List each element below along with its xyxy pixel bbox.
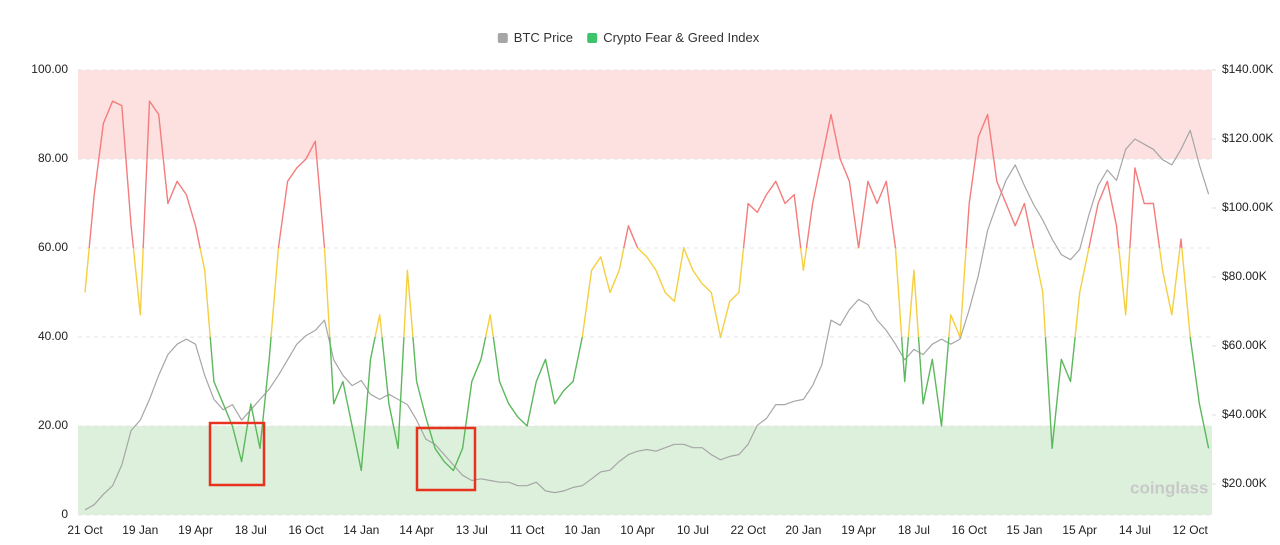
y-tick-label: 0 bbox=[61, 507, 68, 521]
x-tick-label: 18 Jul bbox=[235, 523, 267, 537]
y2-tick-label: $60.00K bbox=[1222, 338, 1267, 352]
y-tick-label: 60.00 bbox=[38, 240, 68, 254]
x-tick-label: 20 Jan bbox=[785, 523, 821, 537]
x-tick-label: 19 Jan bbox=[122, 523, 158, 537]
zone bbox=[78, 70, 1212, 159]
watermark: coinglass bbox=[1130, 478, 1208, 497]
x-tick-label: 22 Oct bbox=[730, 523, 766, 537]
price-line bbox=[84, 129, 1210, 511]
x-tick-label: 15 Jan bbox=[1006, 523, 1042, 537]
x-tick-label: 15 Apr bbox=[1062, 523, 1097, 537]
y2-tick-label: $40.00K bbox=[1222, 407, 1267, 421]
y2-tick-label: $80.00K bbox=[1222, 269, 1267, 283]
x-tick-label: 18 Jul bbox=[898, 523, 930, 537]
zone bbox=[78, 426, 1212, 515]
y2-tick-label: $140.00K bbox=[1222, 62, 1273, 76]
index-line bbox=[88, 100, 1183, 248]
index-line bbox=[84, 248, 1191, 337]
y-tick-label: 20.00 bbox=[38, 418, 68, 432]
x-tick-label: 14 Jan bbox=[343, 523, 379, 537]
y-tick-label: 80.00 bbox=[38, 151, 68, 165]
x-tick-label: 19 Apr bbox=[841, 523, 876, 537]
highlight-box bbox=[208, 421, 266, 487]
legend-label: Crypto Fear & Greed Index bbox=[603, 30, 760, 45]
y2-tick-label: $20.00K bbox=[1222, 476, 1267, 490]
y2-tick-label: $100.00K bbox=[1222, 200, 1273, 214]
legend-label: BTC Price bbox=[514, 30, 573, 45]
x-tick-label: 12 Oct bbox=[1173, 523, 1209, 537]
y-tick-label: 40.00 bbox=[38, 329, 68, 343]
x-tick-label: 21 Oct bbox=[67, 523, 103, 537]
highlight-box bbox=[415, 426, 477, 492]
legend-swatch bbox=[587, 33, 598, 43]
x-tick-label: 14 Apr bbox=[399, 523, 434, 537]
x-tick-label: 14 Jul bbox=[1119, 523, 1151, 537]
x-tick-label: 10 Jan bbox=[564, 523, 600, 537]
x-tick-label: 10 Apr bbox=[620, 523, 655, 537]
legend-swatch bbox=[497, 33, 508, 43]
x-tick-label: 10 Jul bbox=[677, 523, 709, 537]
y2-tick-label: $120.00K bbox=[1222, 131, 1273, 145]
x-tick-label: 11 Oct bbox=[510, 523, 545, 537]
x-tick-label: 19 Apr bbox=[178, 523, 213, 537]
x-tick-label: 16 Oct bbox=[951, 523, 987, 537]
x-tick-label: 13 Jul bbox=[456, 523, 488, 537]
x-tick-label: 16 Oct bbox=[288, 523, 324, 537]
y-tick-label: 100.00 bbox=[31, 62, 68, 76]
